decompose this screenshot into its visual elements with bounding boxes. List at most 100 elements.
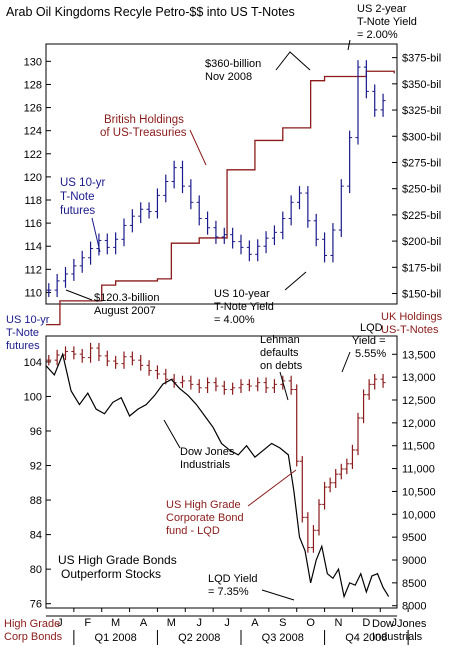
bottom-right-axis-tick-label: 11,500 [402,441,435,453]
annotation-tnote-leader [91,217,101,253]
top-left-axis-tick-label: 124 [24,126,42,138]
top-left-axis-tick-label: 128 [24,79,42,91]
annotation-us2yr-line2: T-Note Yield [357,16,417,28]
series-dow-jones [45,352,390,599]
bottom-right-axis-tick-label: 13,000 [402,372,436,384]
annotation-lqd-top-line3: 5.55% [355,348,386,360]
annotation-us2yr: US 2-year T-Note Yield = 2.00% [357,3,417,41]
bottom-right-axis-tick-label: 10,500 [402,486,436,498]
annotation-lehman-line1: Lehman [260,334,300,346]
bottom-panel-frame [45,335,398,609]
x-axis-quarter-label: Q3 2008 [262,632,304,644]
annotation-lqd-top-line2: Yield = [352,335,386,347]
top-left-axis-tick-label: 130 [24,56,42,68]
label-bottom-right-line2: Industrials [372,631,423,643]
annotation-dow-line2: Industrials [180,459,231,471]
bottom-right-axis-tick-label: 10,000 [402,509,436,521]
annotation-lehman-line2: defaults [260,347,299,359]
x-axis-month-label: M [111,617,120,629]
x-axis-month-label: N [335,617,343,629]
bottom-right-axis-tick-label: 12,500 [402,395,436,407]
annotation-360b-line1: $360-billion [205,58,261,70]
label-uk-holdings: UK Holdings US-T-Notes [381,311,443,336]
annotation-lqd-fund-line2: Corporate Bond [166,512,244,524]
annotation-lqd-top-line1: LQD [360,322,383,334]
x-axis-month-label: J [391,617,397,629]
label-left-tnote-line1: US 10-yr [6,314,50,326]
x-axis-month-label: M [167,617,176,629]
bottom-right-axis-tick-label: 11,000 [402,464,435,476]
label-left-tnote-line2: T-Note [6,327,39,339]
annotation-lqd-fund-line1: US High Grade [166,499,241,511]
top-right-axis-tick-label: $325-bil [402,105,441,117]
annotation-dow-line1: Dow Jones [180,446,235,458]
top-left-axis-tick-label: 114 [24,241,42,253]
top-left-axis-tick-label: 110 [24,287,42,299]
bottom-left-axis: 76 80 84 88 92 96 100 104 [24,357,51,611]
annotation-10yr-yield-line1: US 10-year [214,288,270,300]
top-right-axis-tick-label: $350-bil [402,79,441,91]
label-uk-holdings-line2: US-T-Notes [381,324,439,336]
x-axis-month-label: D [362,617,370,629]
annotation-tnote-futures-line3: futures [60,205,95,217]
x-axis-month-label: A [251,617,259,629]
top-right-axis-tick-label: $175-bil [402,262,441,274]
annotation-lqd-bottom: LQD Yield = 7.35% [208,573,258,598]
annotation-lehman-line3: on debts [260,360,303,372]
annotation-british: British Holdings of US-Treasuries [100,114,187,139]
series-dow-jones-line [45,352,390,599]
series-tnote-futures [46,60,386,298]
annotation-us2yr-line3: = 2.00% [357,29,398,41]
bottom-left-axis-tick-label: 92 [30,461,42,473]
x-axis-quarter-label: Q4 2008 [345,632,387,644]
annotation-lqd-fund-leader [247,469,297,507]
annotation-10yr-leader [284,271,307,291]
annotation-dow: Dow Jones Industrials [180,446,235,471]
x-axis-quarter-label: Q1 2008 [95,632,137,644]
annotation-british-leader [189,129,207,166]
top-left-axis: 110 112 114 116 118 120 122 124 126 128 130 [24,56,51,299]
bottom-left-axis-tick-label: 100 [24,391,42,403]
annotation-lqd-fund-line3: fund - LQD [166,525,220,537]
top-right-axis-tick-label: $225-bil [402,210,441,222]
top-left-axis-tick-label: 112 [24,264,42,276]
annotation-120b-line1: $120.3-billion [94,292,159,304]
annotation-360b-line2: Nov 2008 [205,71,252,83]
series-british-holdings-line [46,70,395,326]
top-panel-frame [45,43,398,305]
top-right-axis-tick-label: $200-bil [402,236,441,248]
annotation-lehman-leader [279,371,289,401]
top-right-axis-tick-label: $300-bil [402,131,441,143]
label-left-tnote-line3: futures [6,340,40,352]
top-left-axis-tick-label: 116 [24,218,42,230]
annotation-10yr-yield-line3: = 4.00% [214,314,255,326]
label-bottom-left: High Grade Corp Bonds [4,618,63,643]
top-left-axis-tick-label: 120 [24,172,42,184]
bottom-left-axis-tick-label: 84 [30,530,42,542]
bottom-right-axis-tick-label: 13,500 [402,349,436,361]
annotation-120b-line2: August 2007 [94,305,156,317]
bottom-left-axis-tick-label: 76 [30,599,42,611]
chart-title: Arab Oil Kingdoms Recyle Petro-$$ into U… [6,5,295,19]
label-bottom-right: Dow Jones Industrials [372,618,427,643]
series-british-holdings [46,70,395,326]
x-axis-quarter-label: Q2 2008 [178,632,220,644]
annotation-outperform-line1: US High Grade Bonds [58,553,177,567]
top-left-axis-tick-label: 122 [24,149,42,161]
bottom-left-axis-tick-label: 104 [24,357,42,369]
annotation-tnote-futures-line1: US 10-yr [60,177,106,189]
annotation-360b-leader [275,51,311,71]
top-right-axis-tick-label: $375-bil [402,53,441,65]
x-axis-month-label: F [84,617,91,629]
annotation-british-line1: British Holdings [104,114,184,126]
x-axis-month-label: J [196,617,202,629]
annotation-lqd-bottom-line2: = 7.35% [208,586,249,598]
bottom-right-axis-tick-label: 8000 [402,601,426,613]
annotation-outperform-line2: Outperform Stocks [61,567,161,581]
annotation-10yr-yield: US 10-year T-Note Yield = 4.00% [214,288,274,326]
series-lqd [46,342,386,553]
annotation-british-line2: of US-Treasuries [100,127,187,139]
annotation-dow-leader [163,419,181,449]
x-axis-month-label: J [224,617,230,629]
